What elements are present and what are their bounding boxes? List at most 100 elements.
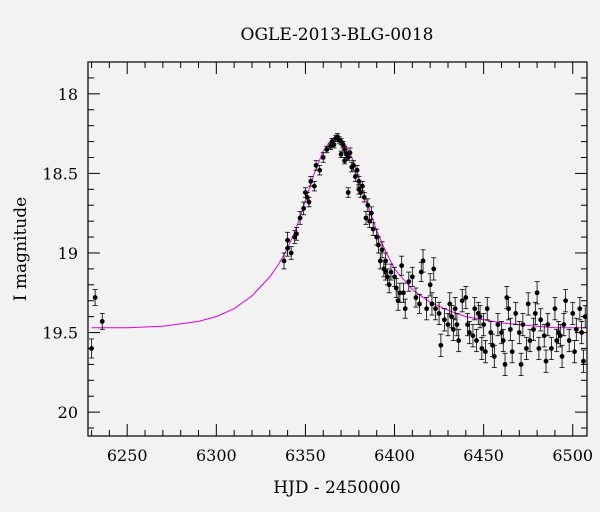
data-marker (495, 322, 501, 327)
data-marker (532, 311, 538, 316)
data-marker (376, 242, 381, 248)
data-marker (465, 322, 470, 327)
data-marker (470, 333, 476, 339)
data-marker (481, 322, 487, 327)
data-marker (433, 306, 438, 312)
data-point (484, 297, 490, 321)
data-point (570, 301, 576, 325)
data-point (472, 297, 478, 321)
data-marker (397, 290, 403, 296)
data-marker (311, 183, 317, 189)
data-point (354, 165, 360, 176)
data-marker (351, 163, 356, 168)
data-marker (484, 306, 490, 312)
data-marker (445, 322, 451, 327)
data-marker (360, 183, 365, 189)
data-marker (409, 274, 415, 280)
data-marker (570, 311, 576, 316)
data-marker (431, 266, 437, 272)
data-point (475, 301, 481, 325)
y-tick-label: 18 (58, 85, 78, 104)
data-marker (566, 338, 572, 343)
data-marker (413, 295, 419, 300)
data-point (566, 328, 572, 353)
data-marker (582, 314, 587, 320)
data-marker (313, 163, 319, 168)
data-point (456, 328, 462, 353)
data-point (582, 305, 587, 329)
data-point (450, 317, 456, 341)
data-marker (518, 361, 524, 367)
data-marker (538, 317, 544, 323)
data-marker (504, 295, 510, 300)
data-point (474, 328, 480, 353)
data-point (92, 289, 98, 306)
data-point (523, 336, 529, 361)
data-point (429, 292, 435, 316)
data-point (579, 321, 585, 345)
data-marker (347, 150, 353, 156)
y-tick-label: 18.5 (42, 164, 78, 183)
data-point (531, 317, 537, 341)
data-marker (406, 279, 412, 285)
data-marker (442, 317, 447, 323)
data-point (518, 352, 524, 376)
data-marker (545, 322, 551, 327)
data-marker (525, 301, 531, 307)
data-marker (548, 346, 554, 351)
data-point (479, 336, 485, 361)
data-point (557, 324, 563, 348)
data-marker (297, 215, 303, 221)
data-marker (541, 333, 547, 339)
data-point (311, 180, 317, 192)
x-tick-label: 6300 (196, 446, 237, 465)
data-marker (281, 258, 287, 264)
data-marker (342, 158, 348, 164)
data-marker (354, 167, 360, 173)
x-tick-label: 6450 (463, 446, 504, 465)
data-marker (331, 142, 337, 148)
data-marker (399, 263, 405, 269)
data-marker (288, 250, 294, 256)
data-point (379, 241, 385, 259)
data-point (424, 297, 430, 321)
data-point (370, 222, 376, 236)
data-marker (543, 358, 549, 364)
data-marker (402, 306, 408, 312)
data-marker (552, 306, 558, 312)
data-point (297, 211, 303, 225)
data-marker (572, 349, 577, 355)
data-marker (456, 338, 462, 343)
data-point (548, 336, 554, 361)
data-point (543, 349, 549, 373)
data-point (463, 285, 469, 310)
data-point (413, 287, 419, 308)
data-point (513, 301, 519, 325)
data-marker (320, 155, 326, 160)
data-marker (557, 333, 563, 339)
data-point (418, 262, 424, 283)
x-tick-label: 6400 (374, 446, 415, 465)
data-point (317, 165, 323, 176)
data-point (500, 328, 506, 353)
data-point (534, 281, 540, 305)
data-point (545, 313, 551, 337)
data-marker (513, 311, 519, 316)
data-marker (294, 231, 299, 237)
data-marker (524, 346, 529, 351)
data-point (368, 206, 374, 220)
data-marker (573, 326, 579, 332)
data-marker (438, 342, 444, 348)
data-marker (463, 295, 469, 300)
data-point (409, 266, 415, 287)
data-marker (345, 190, 351, 195)
data-marker (388, 269, 394, 275)
data-marker (527, 338, 533, 343)
data-point (438, 333, 444, 357)
data-marker (472, 306, 478, 312)
data-marker (474, 338, 479, 343)
axes: 6250 6300 6350 6400 6450 6500 18 18.5 19 19.5 20 (42, 61, 593, 465)
data-point (532, 301, 538, 325)
data-point (491, 344, 497, 368)
